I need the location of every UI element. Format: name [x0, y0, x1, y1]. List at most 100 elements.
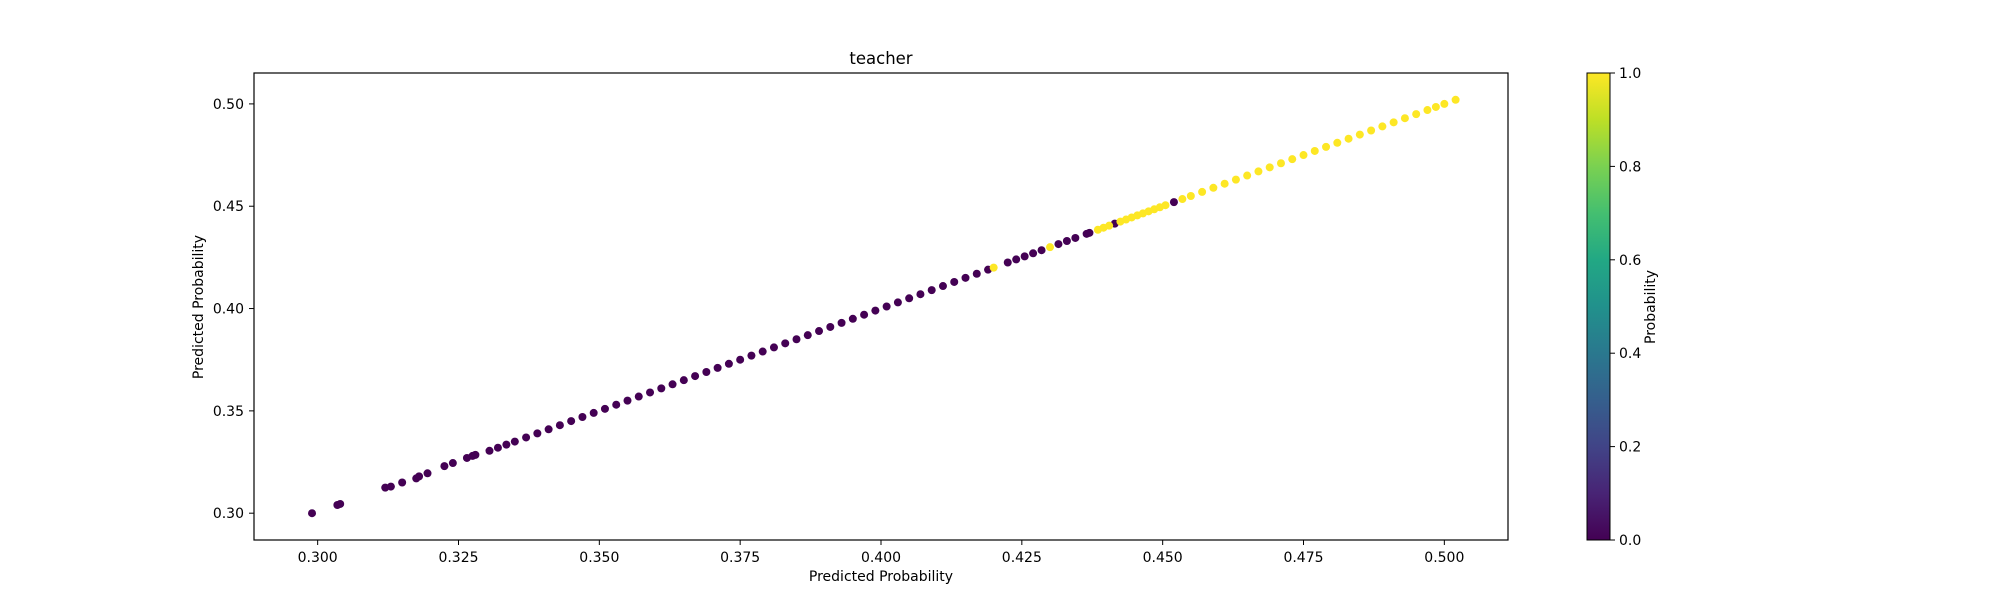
data-point-class-0 [736, 355, 745, 364]
y-tick-label: 0.50 [213, 97, 244, 113]
x-tick-label: 0.300 [298, 550, 338, 566]
data-point-class-0 [1003, 258, 1012, 267]
data-point-class-0 [510, 437, 519, 446]
data-point-class-1 [1198, 187, 1207, 196]
data-point-class-0 [440, 462, 449, 471]
data-point-class-1 [1412, 110, 1421, 119]
data-point-class-0 [916, 290, 925, 299]
data-point-class-1 [1389, 118, 1398, 127]
data-point-class-0 [567, 417, 576, 426]
data-point-class-1 [989, 263, 998, 272]
data-point-class-0 [1012, 255, 1021, 264]
colorbar-axis: 0.0 0.2 0.4 0.6 0.8 1.0 [1610, 66, 1641, 549]
data-point-class-1 [1046, 243, 1054, 252]
data-point-class-1 [1220, 179, 1229, 188]
data-point-class-0 [1054, 240, 1063, 249]
data-point-class-0 [724, 359, 733, 368]
data-point-class-0 [860, 310, 869, 319]
data-point-class-0 [336, 499, 345, 508]
data-point-class-0 [871, 306, 880, 315]
data-point-class-0 [905, 294, 914, 303]
x-tick-label: 0.475 [1283, 550, 1323, 566]
x-tick-label: 0.400 [861, 550, 901, 566]
colorbar-tick-label: 0.6 [1619, 253, 1641, 269]
data-point-class-0 [815, 327, 824, 336]
data-point-class-0 [415, 472, 424, 481]
plot-area [254, 73, 1508, 540]
data-point-class-1 [1378, 122, 1387, 131]
data-point-class-0 [668, 380, 677, 389]
points-layer [308, 95, 1460, 518]
data-point-class-0 [646, 388, 655, 397]
data-point-class-0 [600, 404, 609, 413]
x-tick-label: 0.350 [579, 550, 619, 566]
data-point-class-0 [927, 286, 936, 295]
x-tick-label: 0.450 [1143, 550, 1183, 566]
data-point-class-0 [634, 392, 643, 401]
data-point-class-1 [1367, 126, 1376, 135]
data-point-class-0 [848, 314, 857, 323]
chart-title: teacher [849, 49, 912, 68]
data-point-class-0 [522, 433, 531, 442]
data-point-class-0 [657, 384, 666, 393]
data-point-class-0 [308, 509, 317, 518]
data-point-class-0 [803, 331, 812, 340]
y-axis: 0.30 0.35 0.40 0.45 0.50 [213, 97, 254, 522]
data-point-class-1 [1299, 151, 1308, 160]
data-point-class-1 [1161, 201, 1170, 210]
data-point-class-0 [758, 347, 767, 356]
data-point-class-0 [398, 478, 407, 487]
data-point-class-0 [423, 469, 432, 478]
data-point-class-1 [1265, 163, 1274, 172]
data-point-class-0 [471, 450, 480, 459]
data-point-class-0 [544, 425, 553, 434]
data-point-class-1 [1423, 106, 1432, 115]
y-axis-label: Predicted Probability [191, 235, 207, 379]
colorbar-tick-label: 0.0 [1619, 533, 1641, 549]
data-point-class-0 [623, 396, 632, 405]
x-tick-label: 0.325 [438, 550, 478, 566]
data-point-class-1 [1231, 175, 1240, 184]
data-point-class-0 [781, 339, 790, 348]
data-point-class-0 [612, 400, 621, 409]
data-point-class-0 [589, 408, 598, 417]
data-point-class-0 [702, 367, 711, 376]
data-point-class-0 [502, 440, 511, 449]
data-point-class-0 [972, 269, 981, 278]
colorbar-tick-label: 0.8 [1619, 159, 1641, 175]
data-point-class-0 [386, 482, 395, 491]
data-point-class-0 [747, 351, 756, 360]
data-point-class-1 [1178, 195, 1187, 204]
data-point-class-0 [555, 421, 564, 430]
data-point-class-1 [1431, 102, 1440, 111]
data-point-class-1 [1243, 171, 1252, 180]
data-point-class-0 [882, 302, 891, 311]
y-tick-label: 0.35 [213, 404, 244, 420]
data-point-class-0 [493, 443, 502, 452]
data-point-class-1 [1355, 130, 1364, 139]
data-point-class-1 [1310, 146, 1319, 155]
data-point-class-1 [1288, 155, 1297, 164]
x-tick-label: 0.500 [1424, 550, 1464, 566]
data-point-class-0 [533, 429, 542, 438]
data-point-class-0 [938, 282, 947, 291]
data-point-class-0 [893, 298, 902, 307]
data-point-class-1 [1254, 167, 1263, 176]
data-point-class-0 [679, 376, 688, 385]
x-axis: 0.300 0.325 0.350 0.375 0.400 0.425 0.450 0.475… [298, 540, 1464, 566]
data-point-class-0 [950, 277, 959, 286]
data-point-class-0 [485, 446, 494, 455]
colorbar-tick-label: 0.2 [1619, 440, 1641, 456]
data-point-class-1 [1400, 114, 1409, 123]
data-point-class-0 [578, 413, 587, 422]
data-point-class-1 [1209, 183, 1218, 192]
x-tick-label: 0.425 [1002, 550, 1042, 566]
x-tick-label: 0.375 [720, 550, 760, 566]
data-point-class-0 [1071, 233, 1080, 242]
data-point-class-1 [1344, 134, 1353, 143]
data-point-class-0 [448, 459, 457, 468]
y-tick-label: 0.30 [213, 506, 244, 522]
data-point-class-1 [1322, 142, 1331, 151]
data-point-class-0 [1029, 249, 1038, 258]
data-point-class-0 [837, 318, 846, 327]
